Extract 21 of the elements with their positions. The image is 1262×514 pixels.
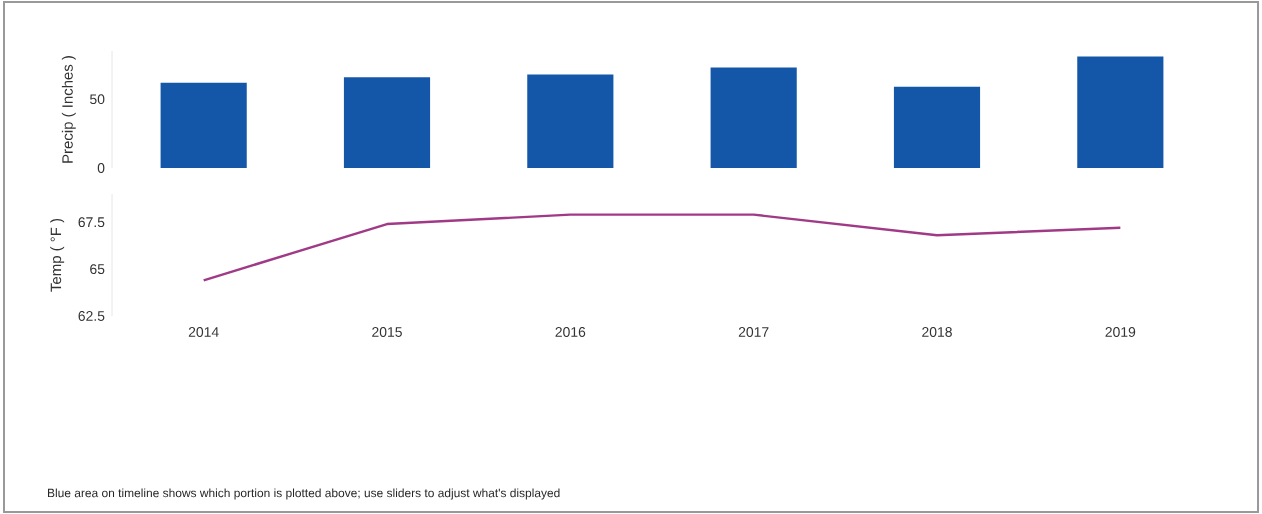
bar <box>893 86 981 168</box>
y-tick-label: 65 <box>90 264 105 274</box>
bar <box>527 74 614 168</box>
y-axis-title: Temp ( °F ) <box>50 218 65 292</box>
line-series <box>202 213 1122 282</box>
bar <box>1077 56 1164 168</box>
bar <box>160 82 247 168</box>
y-tick-label: 50 <box>90 94 105 105</box>
x-tick-label: 2017 <box>738 327 769 337</box>
y-tick-label: 0 <box>97 163 105 173</box>
y-tick-label: 62.5 <box>78 311 105 321</box>
x-tick-label: 2018 <box>922 327 952 337</box>
y-tick-label: 67.5 <box>78 217 105 228</box>
x-tick-label: 2014 <box>188 327 219 337</box>
x-tick-label: 2019 <box>1105 327 1136 337</box>
text: Blue area on timeline shows which portion is plotted above; use sliders to adjust what's displayed <box>48 488 560 500</box>
bar <box>343 77 431 168</box>
x-tick-label: 2015 <box>372 327 402 337</box>
x-tick-label: 2016 <box>555 327 586 337</box>
y-axis-title: Precip ( Inches ) <box>61 56 76 163</box>
bar <box>710 67 797 168</box>
